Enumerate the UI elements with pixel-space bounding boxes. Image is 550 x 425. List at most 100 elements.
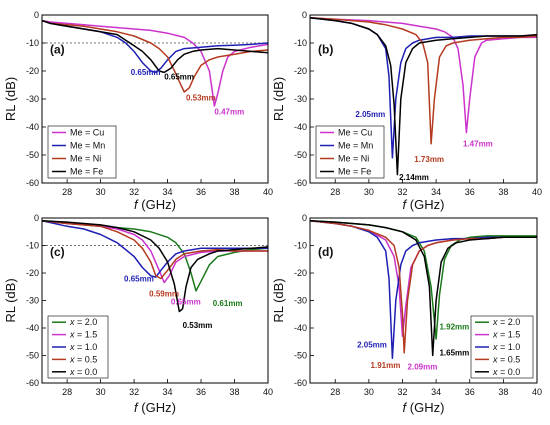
legend-label: x = 1.0 bbox=[69, 342, 97, 352]
x-tick-label: 28 bbox=[330, 187, 340, 197]
y-tick-label: -60 bbox=[294, 178, 307, 188]
x-tick-label: 40 bbox=[263, 187, 273, 197]
x-tick-label: 30 bbox=[364, 387, 374, 397]
x-tick-label: 38 bbox=[498, 387, 508, 397]
x-tick-label: 34 bbox=[163, 187, 173, 197]
y-tick-label: -30 bbox=[294, 296, 307, 306]
chart-panel-3: 28 30 32 34 36 38 40 0 -10 -20 -30 -40 -50 -60 f (GHz)… bbox=[3, 213, 273, 415]
y-tick-label: -60 bbox=[26, 378, 39, 388]
x-tick-label: 30 bbox=[96, 387, 106, 397]
x-tick-label: 28 bbox=[62, 387, 72, 397]
legend-label: x = 1.5 bbox=[492, 330, 520, 340]
legend-label: x = 2.0 bbox=[69, 317, 97, 327]
y-axis-label: RL (dB) bbox=[3, 278, 18, 322]
peak-annotation: 0.65mm bbox=[164, 72, 194, 81]
x-tick-label: 38 bbox=[230, 387, 240, 397]
peak-annotation: 2.09mm bbox=[408, 362, 438, 371]
y-tick-label: -40 bbox=[294, 323, 307, 333]
x-tick-label: 28 bbox=[330, 387, 340, 397]
x-axis-label: f (GHz) bbox=[403, 400, 445, 415]
peak-annotation: 0.65mm bbox=[131, 68, 161, 77]
y-tick-label: -40 bbox=[294, 122, 307, 132]
x-tick-label: 40 bbox=[532, 387, 542, 397]
y-axis-label: RL (dB) bbox=[271, 278, 286, 322]
y-tick-label: -60 bbox=[294, 378, 307, 388]
series-line-1 bbox=[41, 220, 269, 292]
peak-annotation: 0.59mm bbox=[149, 289, 179, 298]
x-tick-label: 36 bbox=[196, 187, 206, 197]
y-tick-label: -40 bbox=[26, 323, 39, 333]
legend-box bbox=[47, 125, 117, 179]
series-line-3 bbox=[309, 17, 538, 145]
y-tick-label: -10 bbox=[294, 38, 307, 48]
legend-box bbox=[315, 125, 385, 179]
legend-label: x = 0.0 bbox=[69, 367, 97, 377]
legend-label: Me = Ni bbox=[338, 154, 369, 164]
legend: x = 2.0 x = 1.5 x = 1.0 x = 0.5 x = 0.0 bbox=[47, 315, 109, 379]
peak-annotation: 2.05mm bbox=[355, 110, 385, 119]
x-tick-label: 30 bbox=[364, 187, 374, 197]
legend-label: Me = Fe bbox=[338, 167, 371, 177]
x-axis-label: f (GHz) bbox=[403, 197, 445, 212]
y-tick-label: -20 bbox=[26, 268, 39, 278]
x-tick-label: 34 bbox=[431, 187, 441, 197]
series-line-3 bbox=[41, 220, 268, 278]
series-line-3 bbox=[309, 220, 537, 360]
x-tick-label: 36 bbox=[465, 387, 475, 397]
legend-label: Me = Fe bbox=[70, 167, 103, 177]
series-line-1 bbox=[41, 19, 269, 107]
legend-label: x = 1.0 bbox=[492, 342, 520, 352]
chart-panel-4: 28 30 32 34 36 38 40 0 -10 -20 -30 -40 -50 -60 f (GHz)… bbox=[271, 213, 542, 415]
x-tick-label: 32 bbox=[129, 387, 139, 397]
legend: x = 2.0 x = 1.5 x = 1.0 x = 0.5 x = 0.0 bbox=[470, 315, 534, 379]
legend-label: x = 2.0 bbox=[492, 317, 520, 327]
peak-annotation: 0.61mm bbox=[213, 299, 243, 308]
y-tick-label: -50 bbox=[26, 351, 39, 361]
y-tick-label: -30 bbox=[294, 94, 307, 104]
peak-annotation: 2.14mm bbox=[399, 173, 429, 182]
legend-label: Me = Cu bbox=[70, 128, 104, 138]
panel-label: (a) bbox=[50, 43, 65, 57]
peak-annotation: 1.65mm bbox=[439, 349, 469, 358]
series-line-4 bbox=[309, 17, 538, 176]
y-axis-label: RL (dB) bbox=[3, 77, 18, 121]
y-tick-label: -20 bbox=[26, 66, 39, 76]
y-tick-label: 0 bbox=[34, 10, 39, 20]
peak-annotation: 0.53mm bbox=[186, 93, 216, 102]
panel-label: (b) bbox=[318, 43, 333, 57]
x-tick-label: 38 bbox=[230, 187, 240, 197]
y-tick-label: -10 bbox=[26, 241, 39, 251]
x-tick-label: 36 bbox=[196, 387, 206, 397]
x-axis-label: f (GHz) bbox=[134, 197, 176, 212]
peak-annotation: 0.65mm bbox=[124, 274, 154, 283]
y-tick-label: -20 bbox=[294, 66, 307, 76]
peak-annotation: 0.65mm bbox=[171, 298, 201, 307]
x-tick-label: 32 bbox=[129, 187, 139, 197]
y-tick-label: -60 bbox=[26, 178, 39, 188]
panel-label: (c) bbox=[50, 245, 65, 259]
legend-label: Me = Ni bbox=[70, 154, 101, 164]
peak-annotation: 2.05mm bbox=[357, 340, 387, 349]
y-tick-label: 0 bbox=[302, 213, 307, 223]
x-tick-label: 30 bbox=[96, 187, 106, 197]
x-tick-label: 28 bbox=[62, 187, 72, 197]
x-tick-label: 38 bbox=[498, 187, 508, 197]
x-tick-label: 34 bbox=[163, 387, 173, 397]
peak-annotation: 0.53mm bbox=[183, 321, 213, 330]
chart-panel-2: 28 30 32 34 36 38 40 0 -10 -20 -30 -40 -50 -60 f (GHz)… bbox=[271, 10, 542, 212]
x-tick-label: 36 bbox=[465, 187, 475, 197]
legend-label: x = 0.5 bbox=[492, 354, 520, 364]
legend-label: Me = Mn bbox=[338, 141, 373, 151]
legend-label: Me = Mn bbox=[70, 141, 105, 151]
legend-label: Me = Cu bbox=[338, 128, 372, 138]
chart-panel-1: 28 30 32 34 36 38 40 0 -10 -20 -30 -40 -50 -60 f (GHz)… bbox=[3, 10, 273, 212]
series-line-5 bbox=[309, 220, 537, 357]
series-line-3 bbox=[41, 19, 269, 93]
x-tick-label: 32 bbox=[397, 387, 407, 397]
y-axis-label: RL (dB) bbox=[271, 77, 286, 121]
panel-label: (d) bbox=[318, 245, 333, 259]
legend-label: x = 0.5 bbox=[69, 354, 97, 364]
x-axis-label: f (GHz) bbox=[134, 400, 176, 415]
y-tick-label: -10 bbox=[26, 38, 39, 48]
